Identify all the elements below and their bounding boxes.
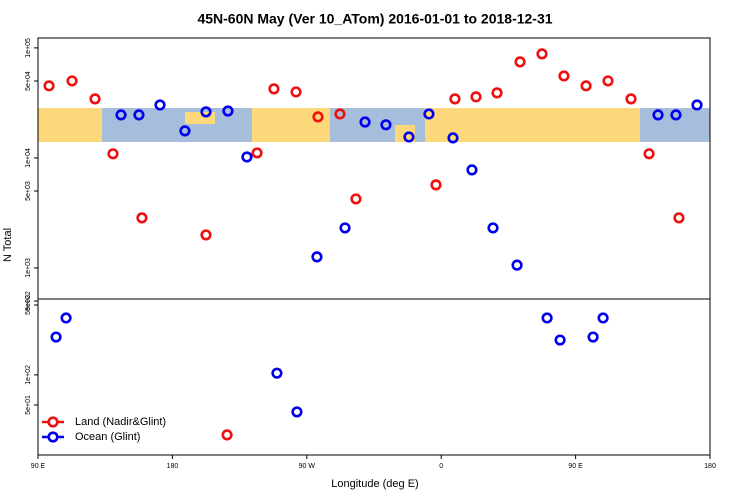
data-point xyxy=(691,99,703,111)
data-point xyxy=(536,48,548,60)
legend-label: Land (Nadir&Glint) xyxy=(75,416,166,428)
y-tick-label: 5e+03 xyxy=(25,181,32,201)
data-point xyxy=(115,109,127,121)
chart-title: 45N-60N May (Ver 10_ATom) 2016-01-01 to … xyxy=(197,11,552,27)
data-point xyxy=(350,193,362,205)
data-point xyxy=(136,212,148,224)
data-point xyxy=(359,116,371,128)
data-point xyxy=(514,56,526,68)
data-point xyxy=(470,91,482,103)
y-tick-label: 5e+02 xyxy=(25,295,32,315)
data-point xyxy=(587,331,599,343)
data-point xyxy=(423,108,435,120)
ocean xyxy=(102,108,252,142)
data-point xyxy=(312,111,324,123)
data-point xyxy=(643,148,655,160)
data-point xyxy=(558,70,570,82)
x-tick-label: 0 xyxy=(439,463,443,470)
data-point xyxy=(154,99,166,111)
legend-marker xyxy=(47,431,59,443)
data-point xyxy=(133,109,145,121)
data-point xyxy=(222,105,234,117)
legend-label: Ocean (Glint) xyxy=(75,431,140,443)
data-point xyxy=(50,331,62,343)
data-point xyxy=(625,93,637,105)
data-point xyxy=(339,222,351,234)
y-tick-label: 1e+03 xyxy=(25,258,32,278)
y-axis-label: N Total xyxy=(2,228,14,262)
data-point xyxy=(554,334,566,346)
x-tick-label: 180 xyxy=(704,463,716,470)
data-point xyxy=(466,164,478,176)
map-band xyxy=(38,108,710,142)
plot-frame xyxy=(37,37,711,456)
data-point xyxy=(179,125,191,137)
data-point xyxy=(43,80,55,92)
data-point xyxy=(597,312,609,324)
data-point xyxy=(271,367,283,379)
data-point xyxy=(380,119,392,131)
data-point xyxy=(66,75,78,87)
data-point xyxy=(241,151,253,163)
data-point xyxy=(541,312,553,324)
y-tick-label: 5e+01 xyxy=(25,395,32,415)
data-point xyxy=(60,312,72,324)
data-point xyxy=(251,147,263,159)
data-point xyxy=(491,87,503,99)
x-tick-label: 90 W xyxy=(299,463,316,470)
x-axis-label: Longitude (deg E) xyxy=(331,478,418,490)
y-tick-label: 1e+04 xyxy=(25,148,32,168)
ocean xyxy=(640,108,710,142)
data-point xyxy=(580,80,592,92)
y-tick-label: 1e+02 xyxy=(25,365,32,385)
data-point xyxy=(602,75,614,87)
y-tick-label: 5e+04 xyxy=(25,71,32,91)
data-point xyxy=(673,212,685,224)
data-point xyxy=(670,109,682,121)
data-point xyxy=(311,251,323,263)
data-point xyxy=(107,148,119,160)
data-point xyxy=(200,229,212,241)
data-point xyxy=(403,131,415,143)
data-point xyxy=(511,259,523,271)
data-point xyxy=(89,93,101,105)
y-tick-label: 5e+02 xyxy=(25,291,32,311)
x-tick-label: 90 E xyxy=(31,463,46,470)
data-point xyxy=(221,429,233,441)
legend-marker xyxy=(47,416,59,428)
data-point xyxy=(447,132,459,144)
data-point xyxy=(290,86,302,98)
data-point xyxy=(449,93,461,105)
y-tick-label: 1e+05 xyxy=(25,38,32,58)
data-point xyxy=(334,108,346,120)
x-tick-label: 180 xyxy=(167,463,179,470)
data-point xyxy=(487,222,499,234)
data-point xyxy=(652,109,664,121)
data-point xyxy=(430,179,442,191)
data-point xyxy=(268,83,280,95)
x-tick-label: 90 E xyxy=(568,463,583,470)
data-point xyxy=(200,106,212,118)
data-point xyxy=(291,406,303,418)
